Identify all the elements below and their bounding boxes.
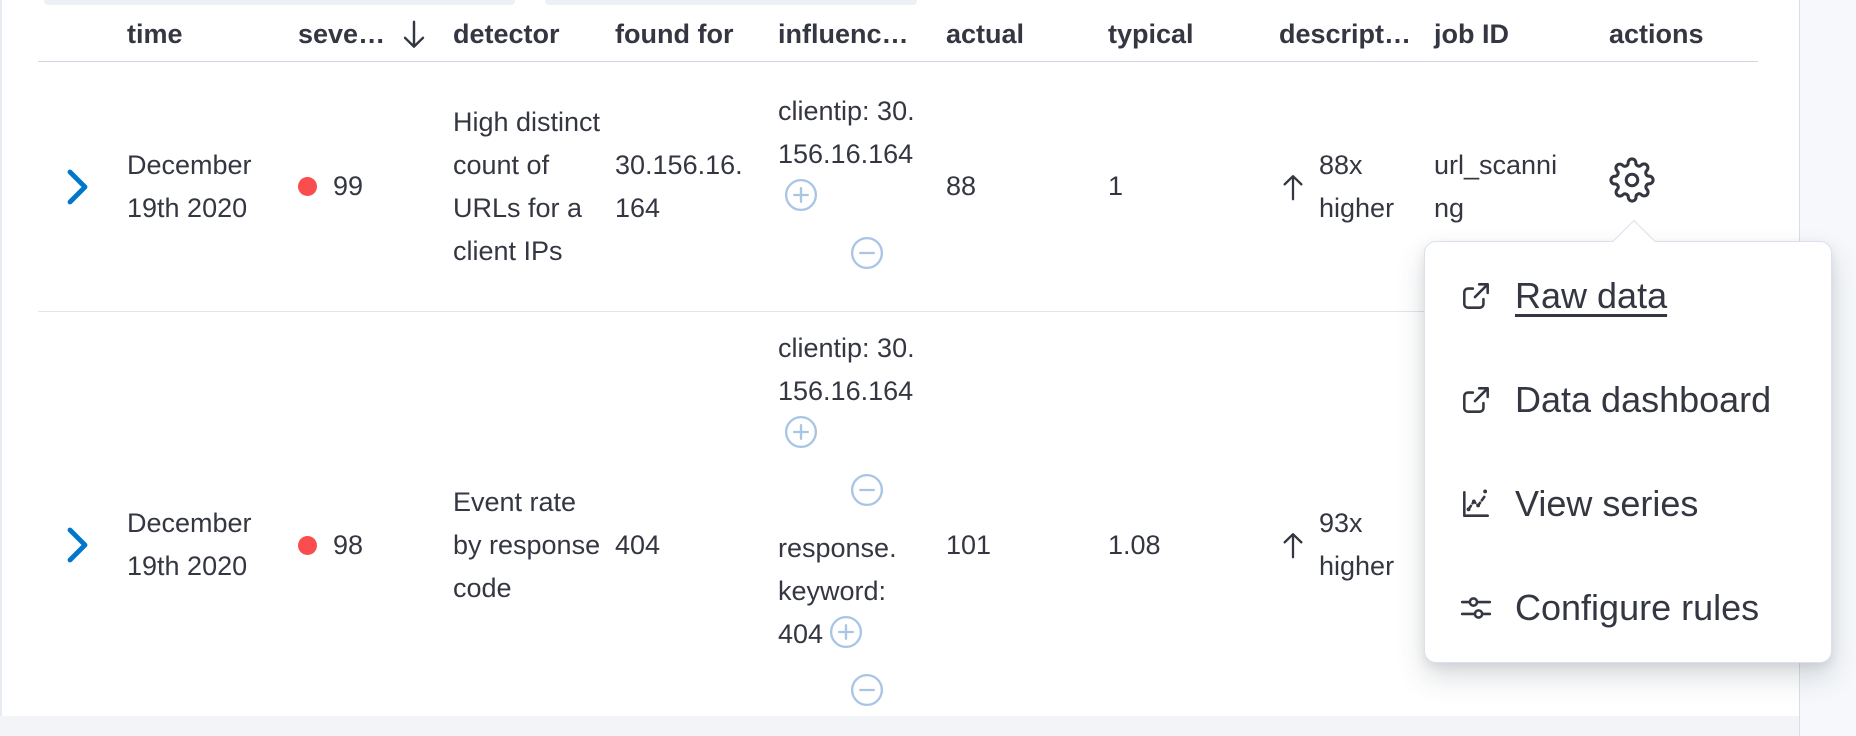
table-row: December 19th 2020 98 Event rate by resp… bbox=[38, 312, 1758, 736]
typical-value: 1 bbox=[1108, 171, 1124, 201]
column-header-severity-label: seve… bbox=[298, 19, 386, 49]
influencer-entry: clientip: 30.​156.​16.​164 bbox=[778, 90, 930, 284]
remove-filter-icon[interactable] bbox=[850, 235, 884, 271]
arrow-up-icon bbox=[1283, 174, 1303, 200]
column-header-severity[interactable]: seve… bbox=[290, 13, 453, 56]
sort-desc-icon[interactable] bbox=[399, 18, 429, 52]
row-actions-button[interactable] bbox=[1609, 157, 1655, 203]
influencer-value: clientip: 30.​156.​16.​164 bbox=[778, 95, 915, 169]
anomaly-time: December 19th 2020 bbox=[127, 149, 252, 223]
add-filter-icon[interactable] bbox=[829, 615, 863, 649]
cropped-control-remnant bbox=[545, 0, 917, 5]
influencer-value: response.​keyword: 404 bbox=[778, 533, 897, 649]
column-header-actual[interactable]: actual bbox=[946, 19, 1025, 49]
chart-line-icon bbox=[1463, 489, 1489, 517]
menu-item-data-dashboard[interactable]: Data dashboard bbox=[1425, 348, 1831, 452]
table-header-row: time seve… detector found for influenc… … bbox=[38, 0, 1758, 62]
menu-item-view-series[interactable]: View series bbox=[1425, 452, 1831, 556]
table-row: December 19th 2020 99 High distinct coun… bbox=[38, 62, 1758, 312]
popout-icon bbox=[1463, 387, 1489, 413]
found-for-value: 404 bbox=[615, 529, 661, 560]
panel-bottom-edge bbox=[0, 716, 1799, 736]
job-id-value: url_scanning bbox=[1434, 149, 1558, 223]
anomaly-description: 88x higher bbox=[1319, 149, 1395, 223]
typical-value: 1.08 bbox=[1108, 529, 1161, 560]
severity-score: 98 bbox=[333, 529, 364, 560]
anomaly-time: December 19th 2020 bbox=[127, 508, 252, 581]
actual-value: 88 bbox=[946, 171, 977, 201]
sliders-icon bbox=[1460, 597, 1492, 619]
anomaly-description: 93x higher bbox=[1319, 508, 1395, 581]
row-actions-menu: Raw data Data dashboard View series Conf… bbox=[1425, 242, 1831, 660]
influencer-value: clientip: 30.​156.​16.​164 bbox=[778, 333, 915, 406]
arrow-up-icon bbox=[1283, 533, 1303, 559]
found-for-value: 30.​156.​16.​164 bbox=[615, 149, 743, 223]
column-header-actions: actions bbox=[1609, 19, 1704, 49]
cropped-control-remnant bbox=[44, 0, 515, 5]
menu-item-configure-rules[interactable]: Configure rules bbox=[1425, 556, 1831, 660]
detector-description: Event rate by response code bbox=[453, 486, 601, 603]
column-header-influencers[interactable]: influenc… bbox=[778, 19, 909, 49]
expand-row-button[interactable] bbox=[64, 525, 90, 565]
panel-left-border bbox=[0, 0, 2, 736]
column-header-job-id[interactable]: job ID bbox=[1434, 19, 1509, 49]
row-actions-popover: Raw data Data dashboard View series Conf… bbox=[1424, 219, 1832, 663]
remove-filter-icon[interactable] bbox=[850, 472, 884, 508]
detector-description: High distinct count of URLs for a client… bbox=[453, 106, 601, 266]
column-header-time[interactable]: time bbox=[127, 19, 183, 49]
actual-value: 101 bbox=[946, 529, 992, 560]
remove-filter-icon[interactable] bbox=[850, 672, 884, 708]
column-header-detector[interactable]: detector bbox=[453, 19, 560, 49]
menu-item-label: Configure rules bbox=[1515, 587, 1760, 628]
add-filter-icon[interactable] bbox=[784, 178, 818, 212]
gear-icon bbox=[1609, 157, 1655, 203]
severity-dot-icon bbox=[298, 177, 317, 196]
menu-item-label: Raw data bbox=[1515, 275, 1668, 316]
add-filter-icon[interactable] bbox=[784, 415, 818, 449]
influencer-entry: clientip: 30.​156.​16.​164 bbox=[778, 327, 930, 521]
anomalies-table: time seve… detector found for influenc… … bbox=[38, 0, 1758, 736]
menu-item-raw-data[interactable]: Raw data bbox=[1425, 244, 1831, 348]
menu-item-label: View series bbox=[1515, 483, 1699, 524]
popout-icon bbox=[1463, 283, 1489, 309]
expand-row-button[interactable] bbox=[64, 167, 90, 207]
severity-dot-icon bbox=[298, 535, 317, 555]
influencer-entry: response.​keyword: 404 bbox=[778, 527, 930, 721]
column-header-typical[interactable]: typical bbox=[1108, 19, 1194, 49]
column-header-found-for[interactable]: found for bbox=[615, 19, 734, 49]
menu-item-label: Data dashboard bbox=[1515, 379, 1772, 420]
severity-score: 99 bbox=[333, 171, 364, 201]
column-header-description[interactable]: descript… bbox=[1279, 19, 1412, 49]
